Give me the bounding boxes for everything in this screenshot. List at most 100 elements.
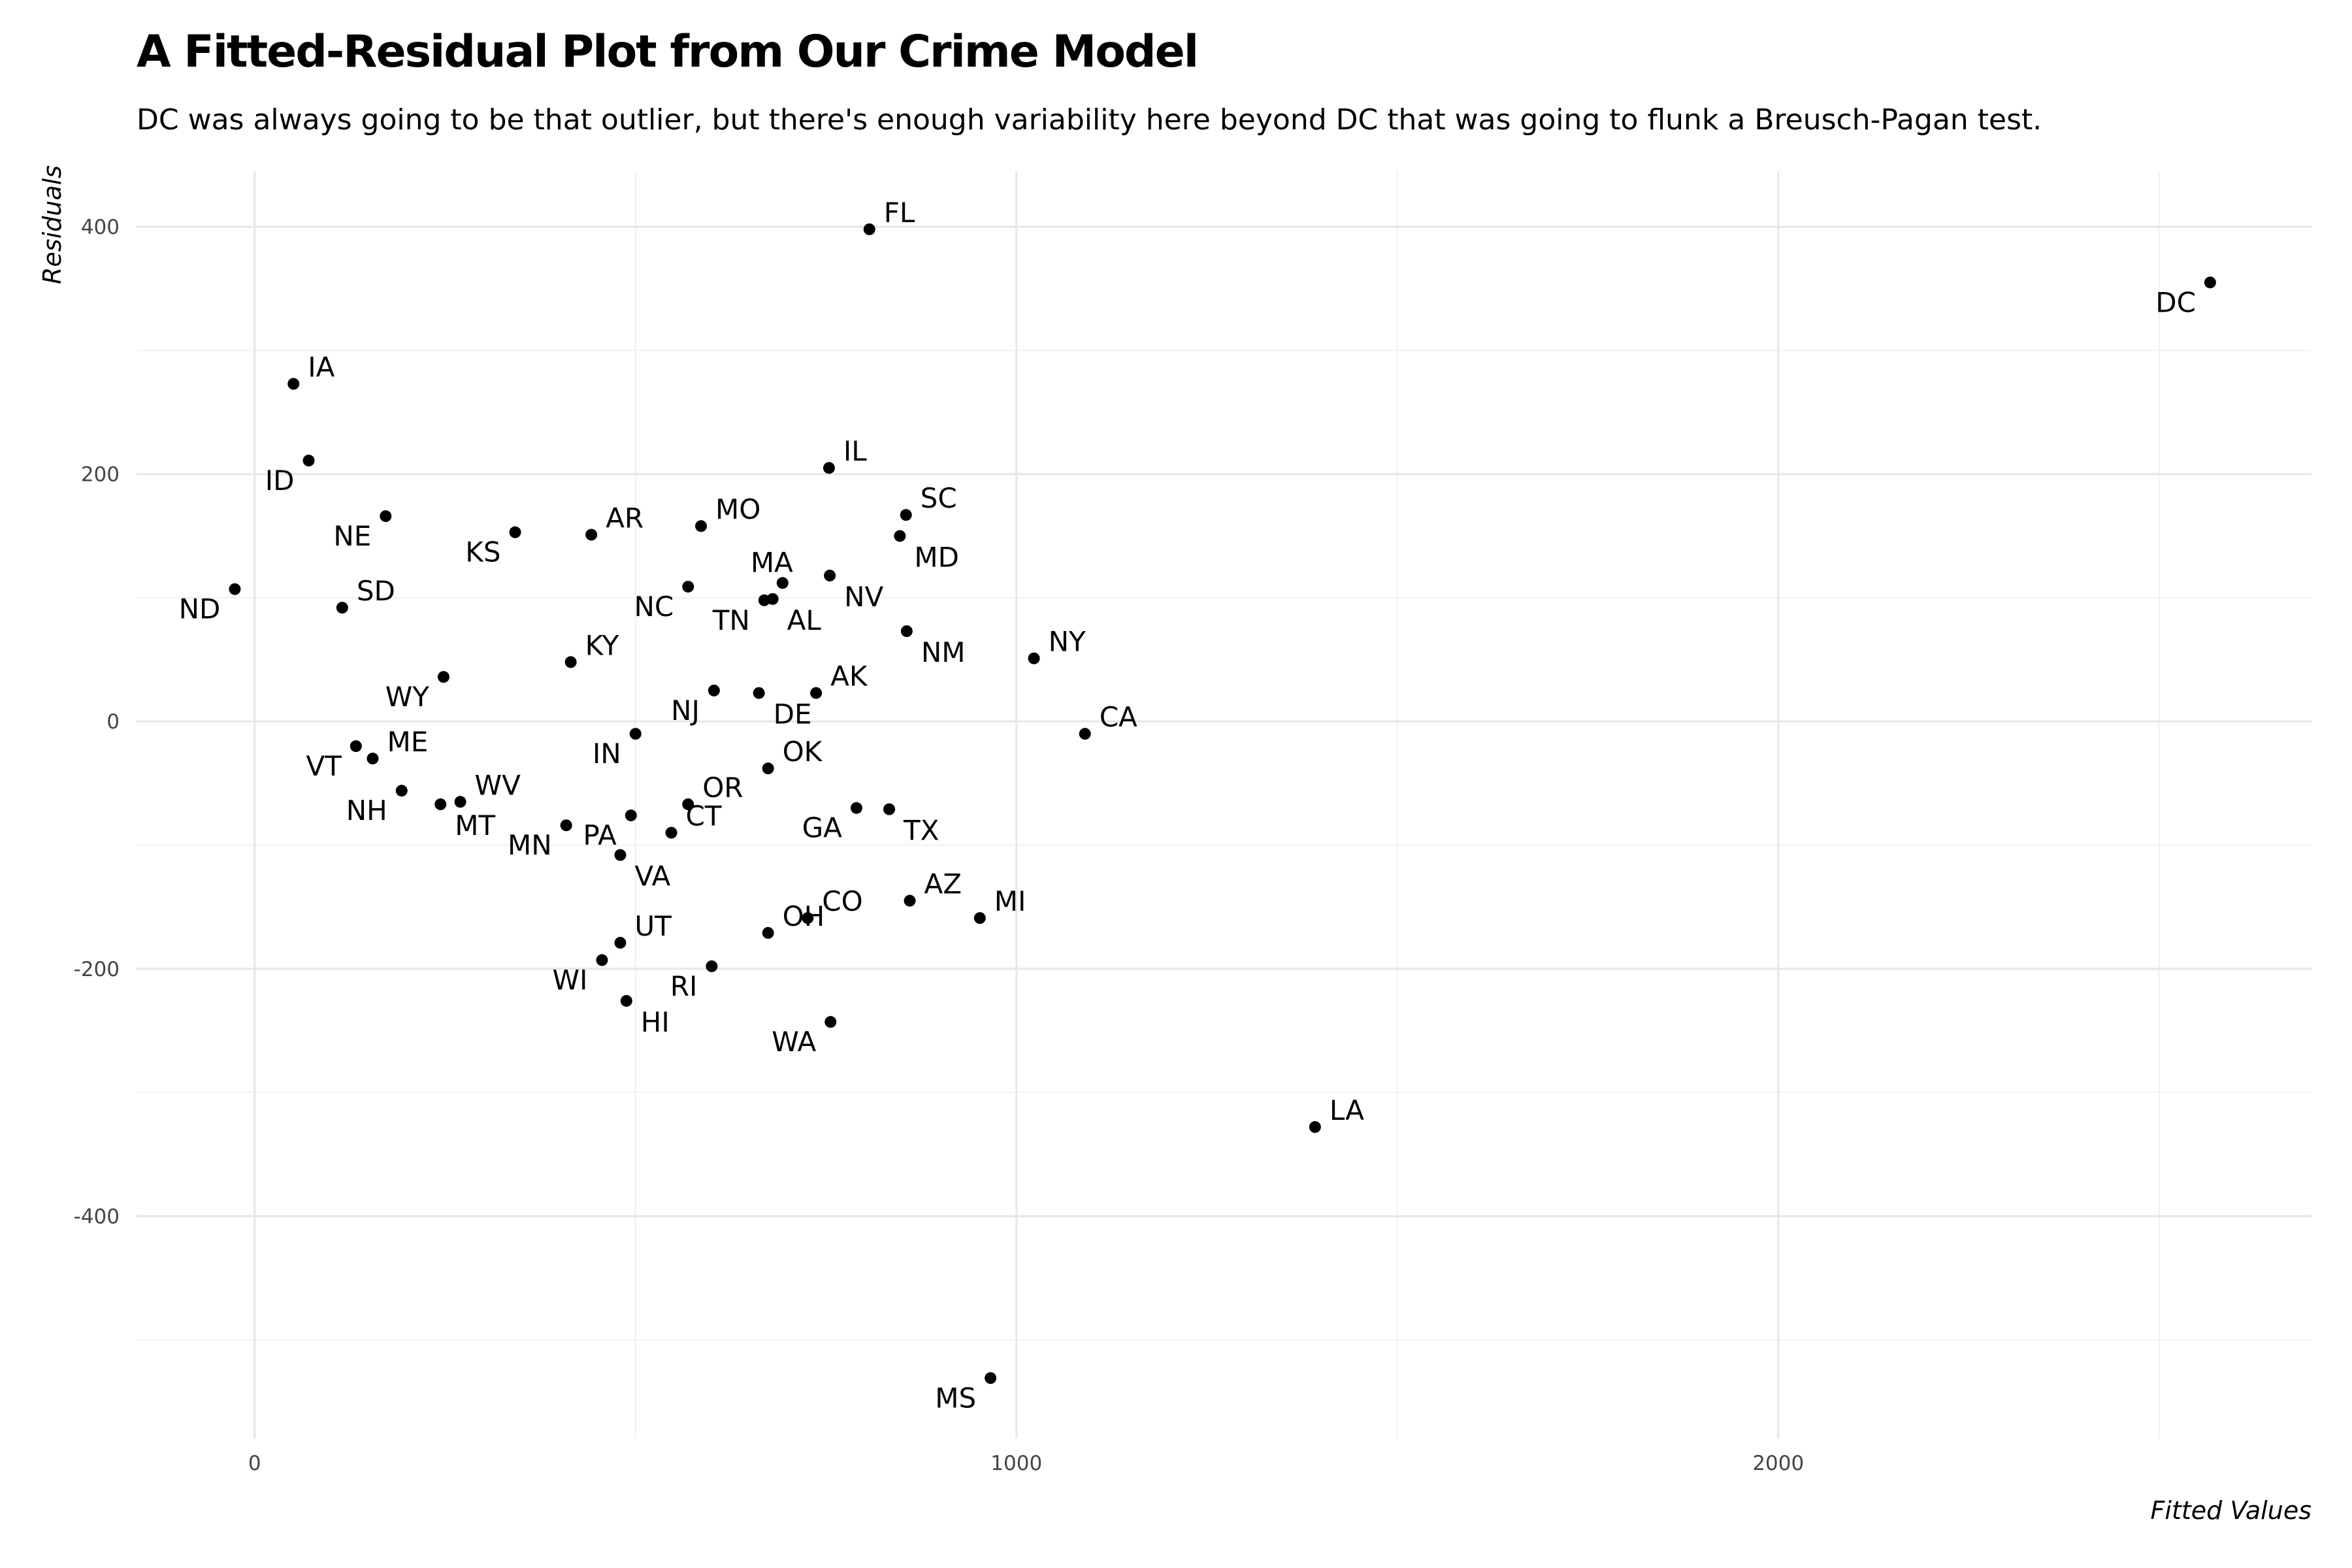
point-label-ga: GA	[802, 812, 843, 844]
data-point-ks	[509, 526, 521, 538]
point-label-ky: KY	[585, 629, 619, 661]
point-label-il: IL	[843, 435, 867, 467]
point-label-fl: FL	[884, 197, 915, 229]
data-point-pa	[625, 809, 637, 822]
point-label-ms: MS	[935, 1382, 976, 1414]
x-axis-title: Fitted Values	[2151, 1496, 2311, 1525]
point-label-oh: OH	[783, 900, 825, 932]
point-label-md: MD	[914, 541, 959, 573]
point-label-hi: HI	[641, 1006, 670, 1038]
data-point-la	[1309, 1121, 1321, 1134]
point-label-la: LA	[1330, 1094, 1364, 1126]
data-point-hi	[620, 994, 632, 1007]
point-labels: FL DC IA ID IL SC NE MO KS AR MD MA NV NC ND TN AL SD NM NY…	[179, 197, 2196, 1414]
data-point-tx	[883, 803, 896, 815]
point-label-ma: MA	[751, 546, 793, 578]
point-label-mt: MT	[455, 809, 495, 841]
data-point-nj	[708, 684, 720, 696]
chart-title: A Fitted-Residual Plot from Our Crime Mo…	[137, 26, 1199, 78]
point-label-wy: WY	[385, 681, 430, 713]
data-point-nh	[395, 785, 408, 797]
point-label-sc: SC	[921, 482, 957, 514]
data-point-ar	[585, 529, 598, 541]
data-point-or	[682, 798, 694, 811]
point-label-tn: TN	[712, 604, 750, 636]
data-point-ct	[665, 826, 678, 839]
point-label-va: VA	[634, 860, 670, 892]
major-gridlines	[137, 171, 2311, 1439]
data-point-ga	[850, 802, 862, 814]
point-label-vt: VT	[306, 750, 342, 782]
point-label-wv: WV	[475, 769, 521, 801]
point-label-nv: NV	[844, 581, 883, 613]
point-label-ne: NE	[333, 520, 371, 552]
point-label-nm: NM	[921, 636, 966, 668]
point-label-ri: RI	[670, 970, 698, 1002]
y-tick-label: 0	[106, 710, 120, 734]
data-point-wi	[596, 954, 608, 966]
data-point-ak	[810, 687, 823, 699]
point-label-ct: CT	[686, 800, 722, 832]
y-tick-label: -400	[74, 1205, 120, 1228]
point-label-id: ID	[265, 465, 295, 497]
point-label-ny: NY	[1049, 626, 1086, 658]
point-label-ak: AK	[830, 661, 868, 693]
point-label-de: DE	[774, 698, 812, 730]
point-label-mn: MN	[508, 829, 552, 861]
point-label-dc: DC	[2155, 286, 2196, 318]
point-label-ia: IA	[308, 351, 335, 384]
data-point-ok	[762, 762, 774, 775]
data-point-sd	[336, 602, 348, 614]
data-point-in	[629, 728, 642, 740]
data-point-nm	[900, 625, 913, 638]
data-point-mo	[695, 520, 708, 532]
x-tick-label: 1000	[990, 1452, 1042, 1475]
point-label-ks: KS	[465, 536, 500, 568]
point-label-in: IN	[593, 738, 621, 770]
data-point-nv	[824, 569, 836, 581]
data-point-il	[823, 462, 835, 474]
data-point-fl	[863, 223, 875, 235]
data-point-sc	[900, 509, 912, 521]
y-tick-label: 200	[81, 463, 120, 487]
point-label-or: OR	[702, 772, 743, 804]
point-label-co: CO	[822, 885, 862, 917]
minor-gridlines	[137, 171, 2311, 1439]
point-label-nh: NH	[346, 794, 387, 826]
data-point-ia	[287, 378, 300, 390]
point-label-mi: MI	[994, 885, 1026, 917]
data-point-co	[802, 912, 814, 924]
data-point-ky	[564, 656, 577, 668]
y-tick-label: 400	[81, 216, 120, 239]
data-points	[229, 223, 2216, 1384]
point-label-me: ME	[387, 726, 428, 758]
data-point-me	[367, 753, 379, 765]
data-point-az	[904, 894, 916, 907]
data-point-nc	[682, 580, 694, 593]
data-point-ny	[1028, 652, 1040, 664]
data-point-ms	[985, 1372, 997, 1384]
data-point-al	[766, 593, 779, 605]
data-point-va	[614, 849, 627, 861]
data-point-wa	[825, 1016, 837, 1028]
point-label-wi: WI	[553, 964, 588, 996]
point-label-mo: MO	[715, 493, 760, 525]
data-point-ri	[706, 960, 718, 972]
point-label-nc: NC	[634, 591, 674, 623]
x-tick-label: 2000	[1752, 1452, 1804, 1475]
data-point-oh	[762, 926, 774, 939]
data-point-wy	[437, 671, 449, 683]
x-tick-label: 0	[248, 1452, 261, 1475]
data-point-de	[753, 687, 765, 699]
point-label-pa: PA	[583, 819, 617, 851]
point-label-ut: UT	[634, 910, 672, 942]
point-label-tx: TX	[903, 815, 939, 847]
point-label-nd: ND	[179, 593, 221, 625]
data-point-wv	[454, 796, 466, 808]
point-label-wa: WA	[772, 1026, 816, 1058]
data-point-md	[894, 530, 906, 542]
data-point-dc	[2204, 276, 2216, 289]
data-point-ut	[614, 937, 627, 949]
data-point-vt	[350, 740, 362, 753]
